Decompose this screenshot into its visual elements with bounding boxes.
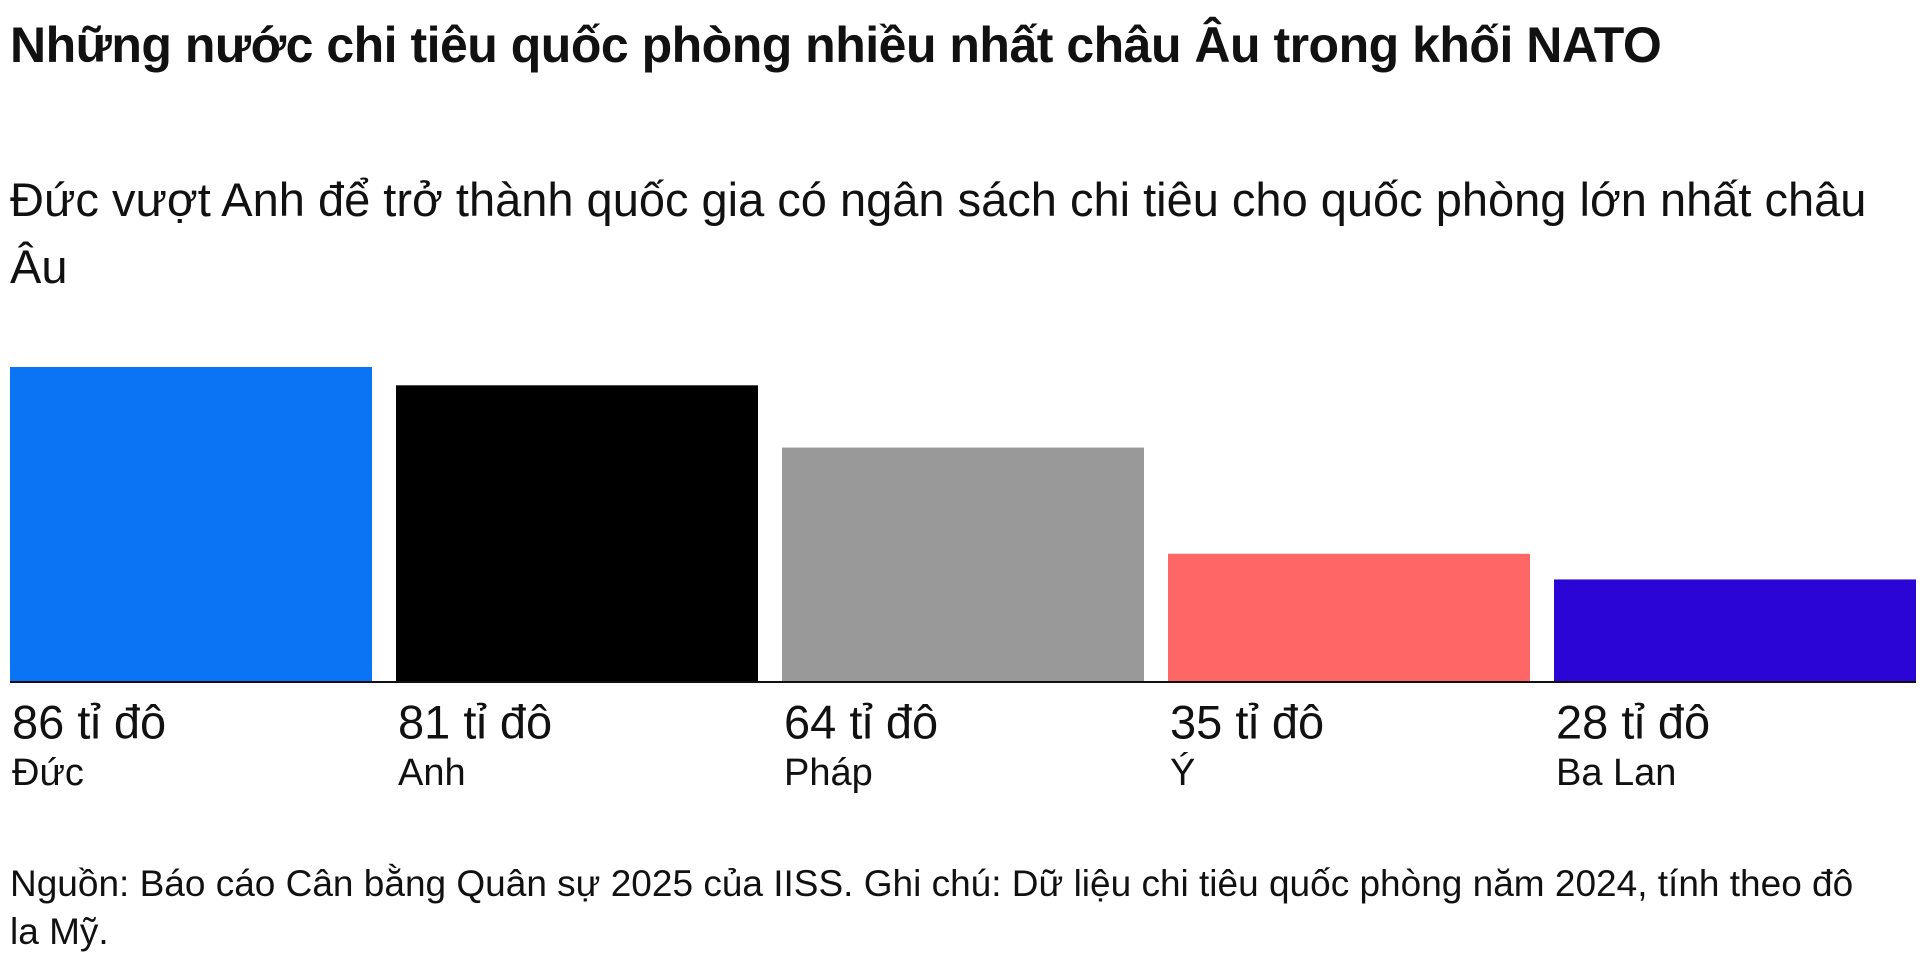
source-note: Nguồn: Báo cáo Cân bằng Quân sự 2025 của… (10, 863, 1854, 952)
value-label: 64 tỉ đô (784, 695, 938, 748)
category-label: Pháp (784, 752, 873, 794)
value-label: 86 tỉ đô (12, 695, 166, 748)
category-label: Ý (1170, 751, 1195, 794)
bar (10, 367, 372, 682)
bar (1168, 553, 1530, 682)
value-label: 28 tỉ đô (1556, 695, 1710, 748)
bar (1554, 579, 1916, 682)
chart-subtitle: Đức vượt Anh để trở thành quốc gia có ng… (10, 173, 1867, 293)
category-label: Ba Lan (1556, 752, 1676, 794)
chart-title: Những nước chi tiêu quốc phòng nhiều nhấ… (10, 17, 1662, 73)
value-label: 81 tỉ đô (398, 695, 552, 748)
category-label: Anh (398, 752, 466, 794)
bar (396, 385, 758, 682)
bar (782, 447, 1144, 682)
value-label: 35 tỉ đô (1170, 695, 1324, 748)
category-label: Đức (12, 752, 84, 794)
